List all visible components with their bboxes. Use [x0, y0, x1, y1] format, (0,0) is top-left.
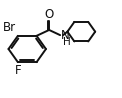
- Text: Br: Br: [3, 21, 16, 34]
- Text: N: N: [61, 29, 69, 42]
- Text: H: H: [63, 37, 71, 47]
- Text: O: O: [45, 8, 54, 21]
- Text: F: F: [15, 64, 21, 77]
